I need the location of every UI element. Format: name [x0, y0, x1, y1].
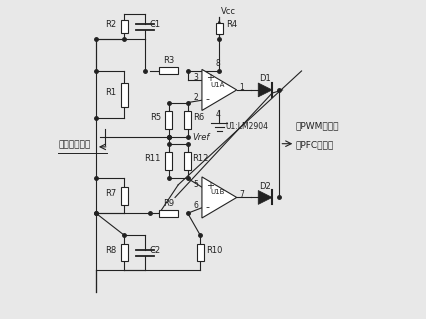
- Text: 4: 4: [215, 110, 220, 119]
- Text: U1B: U1B: [210, 189, 225, 195]
- Bar: [159, 210, 178, 217]
- Polygon shape: [202, 69, 237, 110]
- Text: R5: R5: [150, 113, 161, 122]
- Text: -: -: [206, 94, 210, 104]
- Polygon shape: [258, 83, 272, 97]
- Bar: [121, 83, 128, 107]
- Text: Vref: Vref: [193, 133, 210, 142]
- Text: R11: R11: [144, 154, 161, 163]
- Text: +: +: [206, 73, 214, 83]
- Text: -: -: [206, 202, 210, 212]
- Bar: [121, 20, 128, 33]
- Text: R12: R12: [193, 154, 209, 163]
- Text: 8: 8: [216, 59, 220, 68]
- Text: D1: D1: [259, 74, 271, 83]
- Text: R9: R9: [163, 199, 174, 208]
- Bar: [197, 244, 204, 262]
- Bar: [121, 244, 128, 262]
- Text: 2: 2: [193, 93, 198, 102]
- Bar: [159, 68, 178, 74]
- Text: R7: R7: [105, 189, 117, 198]
- Text: 去PWM控制器: 去PWM控制器: [295, 121, 339, 130]
- Text: R8: R8: [105, 246, 117, 255]
- Text: 来自整流滤波: 来自整流滤波: [58, 140, 90, 149]
- Text: R3: R3: [163, 56, 174, 65]
- Text: 3: 3: [193, 73, 198, 82]
- Bar: [216, 23, 223, 34]
- Text: R4: R4: [226, 20, 237, 29]
- Text: R6: R6: [193, 113, 204, 122]
- Text: R2: R2: [105, 20, 117, 29]
- Text: 5: 5: [193, 180, 198, 189]
- Bar: [165, 111, 172, 129]
- Bar: [184, 111, 191, 129]
- Text: R1: R1: [105, 88, 117, 97]
- Text: 7: 7: [239, 190, 244, 199]
- Polygon shape: [258, 190, 272, 204]
- Text: 6: 6: [193, 201, 198, 210]
- Polygon shape: [202, 177, 237, 218]
- Text: C1: C1: [150, 20, 161, 29]
- Bar: [121, 187, 128, 204]
- Text: U1A: U1A: [210, 82, 225, 88]
- Text: 或PFC控制器: 或PFC控制器: [295, 140, 334, 149]
- Bar: [184, 152, 191, 170]
- Text: 1: 1: [239, 83, 244, 92]
- Text: U1:LM2904: U1:LM2904: [226, 122, 269, 131]
- Text: R10: R10: [206, 246, 222, 255]
- Text: Vcc: Vcc: [221, 7, 236, 16]
- Text: D2: D2: [259, 182, 271, 190]
- Text: C2: C2: [150, 246, 161, 255]
- Text: +: +: [206, 181, 214, 191]
- Bar: [165, 152, 172, 170]
